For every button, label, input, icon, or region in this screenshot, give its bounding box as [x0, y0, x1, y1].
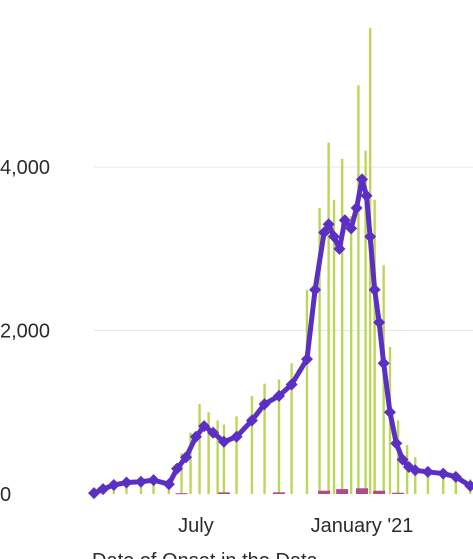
x-axis-ticks: July January '21 [178, 515, 413, 537]
moving-average-point [322, 218, 335, 231]
y-axis-ticks: 0 2,000 4,000 [0, 157, 50, 506]
moving-average-point [120, 476, 133, 489]
moving-average-point [383, 406, 396, 419]
moving-average-point [328, 230, 341, 243]
moving-average-point [318, 226, 331, 239]
secondary-bar [175, 493, 188, 495]
x-tick-label: January '21 [311, 515, 414, 537]
moving-average-point [230, 430, 243, 443]
case-bar [305, 289, 309, 494]
moving-average-point [285, 378, 298, 391]
bar-layer [97, 28, 472, 495]
case-bar [332, 199, 336, 495]
case-bar [396, 420, 400, 494]
moving-average-point [345, 222, 358, 235]
moving-average-point [364, 230, 377, 243]
moving-average-point [464, 479, 473, 492]
moving-average-point [147, 474, 160, 487]
case-bar [250, 395, 254, 494]
secondary-bar [356, 488, 369, 494]
moving-average-point [437, 467, 450, 480]
x-tick-label: July [178, 515, 214, 537]
case-bar [349, 216, 353, 494]
moving-average-line [91, 176, 473, 496]
moving-average-point [162, 478, 175, 491]
moving-average-point [88, 487, 100, 500]
moving-average-point [350, 201, 363, 214]
case-bar [189, 432, 192, 494]
moving-average-point [449, 470, 462, 483]
case-bar [340, 158, 344, 494]
moving-average-point [180, 451, 193, 464]
moving-average-point [338, 214, 351, 227]
moving-average-point [300, 353, 313, 366]
moving-average-point [390, 437, 403, 450]
moving-average-point [217, 435, 230, 448]
case-bar [207, 412, 210, 494]
moving-average-point [377, 357, 390, 370]
case-bar [235, 416, 238, 494]
x-axis-title: Date of Onset in the Data [92, 550, 319, 559]
case-bar [216, 420, 219, 494]
secondary-bar [318, 490, 331, 494]
moving-average-point [134, 475, 147, 488]
case-bar [442, 471, 445, 494]
case-bar [426, 467, 430, 494]
moving-average-point [333, 242, 346, 255]
moving-average-point [207, 426, 220, 439]
moving-average-point [245, 414, 258, 427]
moving-average-point [396, 453, 409, 466]
moving-average-point [309, 283, 322, 296]
secondary-bar [392, 492, 405, 494]
case-bar [198, 404, 201, 494]
case-bar [357, 85, 360, 495]
moving-average-point [409, 464, 422, 477]
grid-layer [94, 166, 473, 332]
moving-average-point [189, 430, 202, 443]
case-bar [263, 383, 266, 494]
moving-average-point [360, 189, 373, 202]
secondary-bar [373, 490, 386, 494]
moving-average-point [272, 389, 285, 402]
y-tick-label: 0 [0, 484, 11, 506]
case-bar [290, 363, 293, 494]
case-bar [454, 473, 458, 494]
secondary-bar [272, 492, 285, 494]
moving-average-point [97, 483, 110, 496]
case-bar [318, 207, 321, 494]
case-bar [327, 142, 330, 494]
moving-average-layer [88, 173, 473, 500]
secondary-bar-layer [175, 488, 405, 495]
secondary-bar [336, 489, 349, 494]
moving-average-point [258, 398, 271, 411]
y-tick-label: 4,000 [0, 157, 50, 179]
case-bar [277, 379, 281, 494]
moving-average-point [171, 462, 184, 475]
case-bar [364, 150, 367, 495]
case-bar [373, 199, 376, 495]
moving-average-point [356, 173, 369, 186]
case-bar [180, 453, 183, 494]
y-tick-label: 2,000 [0, 321, 50, 343]
secondary-bar [217, 492, 230, 494]
case-bar [222, 424, 226, 494]
moving-average-point [107, 479, 120, 492]
moving-average-point [421, 465, 434, 478]
moving-average-point [373, 316, 386, 329]
moving-average-point [198, 420, 211, 433]
moving-average-point [368, 283, 381, 296]
